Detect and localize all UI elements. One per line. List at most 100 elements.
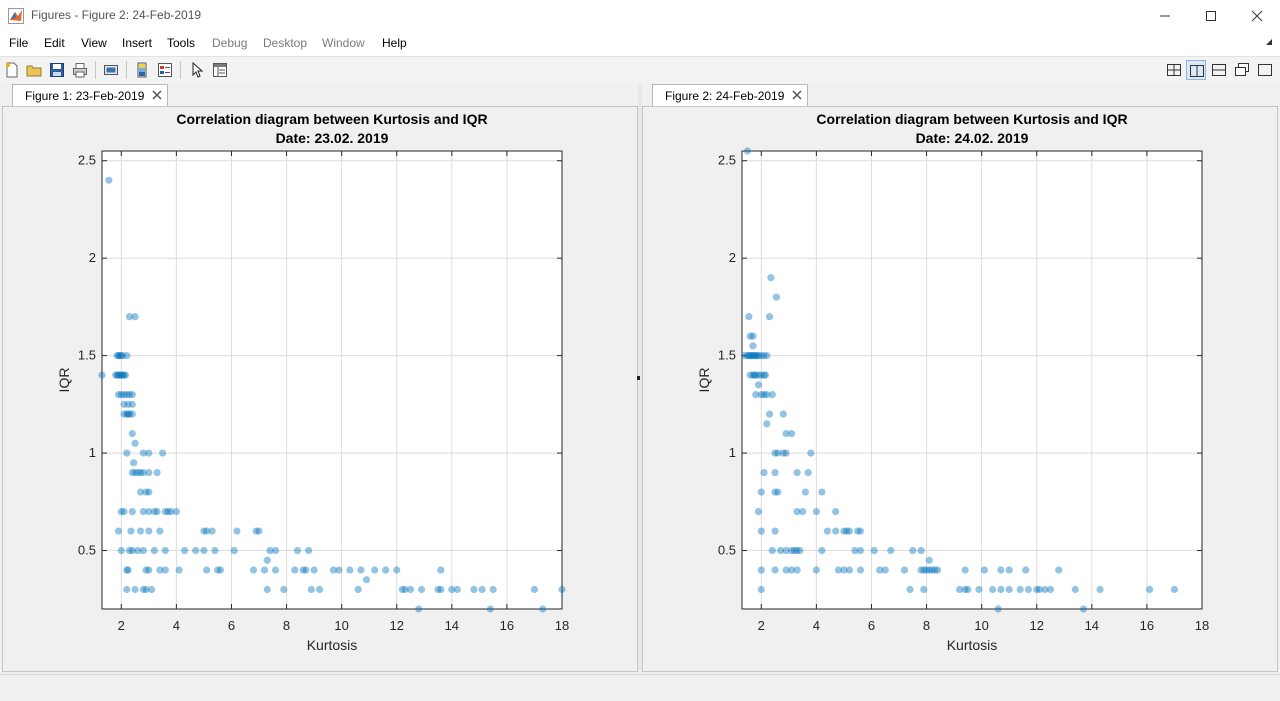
data-point[interactable] xyxy=(750,352,758,360)
data-point[interactable] xyxy=(150,507,158,516)
data-point[interactable] xyxy=(771,488,779,496)
data-point[interactable] xyxy=(134,546,142,555)
data-point[interactable] xyxy=(299,566,307,574)
data-point[interactable] xyxy=(125,546,134,555)
data-point[interactable] xyxy=(150,546,158,555)
data-point[interactable] xyxy=(120,400,128,408)
data-point[interactable] xyxy=(779,410,787,418)
data-point[interactable] xyxy=(145,507,153,516)
menu-file[interactable]: File xyxy=(9,36,29,50)
tab-close-icon[interactable] xyxy=(792,90,802,100)
print-preview-button[interactable] xyxy=(101,60,121,80)
scatter-chart-2[interactable]: 2 4 6 8 10 12 14 16 18 0.5 1 1.5 2 2.5 Correlation dia… xyxy=(643,107,1277,671)
data-point[interactable] xyxy=(335,566,343,574)
data-point[interactable] xyxy=(230,546,238,555)
data-point[interactable] xyxy=(920,585,928,594)
data-point[interactable] xyxy=(192,546,200,555)
data-point[interactable] xyxy=(200,546,208,555)
data-point[interactable] xyxy=(1022,566,1030,574)
data-point[interactable] xyxy=(749,371,757,379)
data-point[interactable] xyxy=(112,371,120,379)
data-point[interactable] xyxy=(752,391,760,399)
data-point[interactable] xyxy=(117,371,125,379)
data-point[interactable] xyxy=(851,546,859,555)
data-point[interactable] xyxy=(812,566,820,574)
data-point[interactable] xyxy=(124,400,132,408)
data-point[interactable] xyxy=(997,585,1005,594)
data-point[interactable] xyxy=(754,371,763,379)
data-point[interactable] xyxy=(406,585,415,594)
data-point[interactable] xyxy=(208,527,216,535)
data-point[interactable] xyxy=(920,566,928,574)
close-button[interactable] xyxy=(1234,0,1280,32)
data-point[interactable] xyxy=(1005,585,1013,594)
data-point[interactable] xyxy=(832,507,840,516)
data-point[interactable] xyxy=(304,546,313,555)
data-point[interactable] xyxy=(123,391,131,399)
data-point[interactable] xyxy=(128,429,136,438)
data-point[interactable] xyxy=(139,507,147,516)
data-point[interactable] xyxy=(293,546,302,555)
data-point[interactable] xyxy=(760,352,768,360)
data-point[interactable] xyxy=(922,566,931,574)
data-point[interactable] xyxy=(807,449,815,457)
data-point[interactable] xyxy=(754,352,763,360)
data-point[interactable] xyxy=(121,371,130,379)
data-point[interactable] xyxy=(139,468,147,477)
property-inspector-button[interactable] xyxy=(210,60,230,80)
data-point[interactable] xyxy=(925,556,933,564)
data-point[interactable] xyxy=(116,371,124,379)
data-point[interactable] xyxy=(131,439,139,447)
data-point[interactable] xyxy=(823,527,831,535)
data-point[interactable] xyxy=(478,585,486,594)
data-point[interactable] xyxy=(263,556,271,564)
data-point[interactable] xyxy=(167,507,175,516)
data-point[interactable] xyxy=(266,546,274,555)
data-point[interactable] xyxy=(790,546,798,555)
data-point[interactable] xyxy=(448,585,456,594)
data-point[interactable] xyxy=(453,585,461,594)
data-point[interactable] xyxy=(782,429,790,438)
data-point[interactable] xyxy=(793,546,801,555)
data-point[interactable] xyxy=(252,527,260,535)
data-point[interactable] xyxy=(117,352,125,360)
data-point[interactable] xyxy=(787,566,796,574)
data-point[interactable] xyxy=(856,546,865,555)
data-point[interactable] xyxy=(746,332,754,340)
data-point[interactable] xyxy=(980,566,988,574)
data-point[interactable] xyxy=(746,352,754,360)
print-button[interactable] xyxy=(70,60,90,80)
data-point[interactable] xyxy=(749,342,757,350)
data-point[interactable] xyxy=(558,585,566,594)
data-point[interactable] xyxy=(164,507,172,516)
data-point[interactable] xyxy=(125,313,134,321)
data-point[interactable] xyxy=(128,468,136,477)
data-point[interactable] xyxy=(117,391,125,399)
data-point[interactable] xyxy=(131,585,139,594)
data-point[interactable] xyxy=(760,391,768,399)
data-point[interactable] xyxy=(752,352,760,360)
data-point[interactable] xyxy=(117,507,125,516)
maximize-figure-button[interactable] xyxy=(1255,60,1275,80)
data-point[interactable] xyxy=(216,566,225,574)
data-point[interactable] xyxy=(798,507,807,516)
data-point[interactable] xyxy=(354,585,362,594)
data-point[interactable] xyxy=(956,585,964,594)
data-point[interactable] xyxy=(136,468,145,477)
data-point[interactable] xyxy=(961,566,969,574)
data-point[interactable] xyxy=(763,352,771,360)
data-point[interactable] xyxy=(975,585,983,594)
data-point[interactable] xyxy=(145,566,153,574)
data-point[interactable] xyxy=(114,352,123,360)
data-point[interactable] xyxy=(917,566,925,574)
data-point[interactable] xyxy=(961,585,969,594)
edit-plot-button[interactable] xyxy=(187,60,207,80)
data-point[interactable] xyxy=(771,566,779,574)
data-point[interactable] xyxy=(925,566,933,574)
data-point[interactable] xyxy=(928,566,936,574)
data-point[interactable] xyxy=(757,352,765,360)
data-point[interactable] xyxy=(128,546,136,555)
data-point[interactable] xyxy=(260,566,269,574)
data-point[interactable] xyxy=(782,566,790,574)
data-point[interactable] xyxy=(840,527,848,535)
